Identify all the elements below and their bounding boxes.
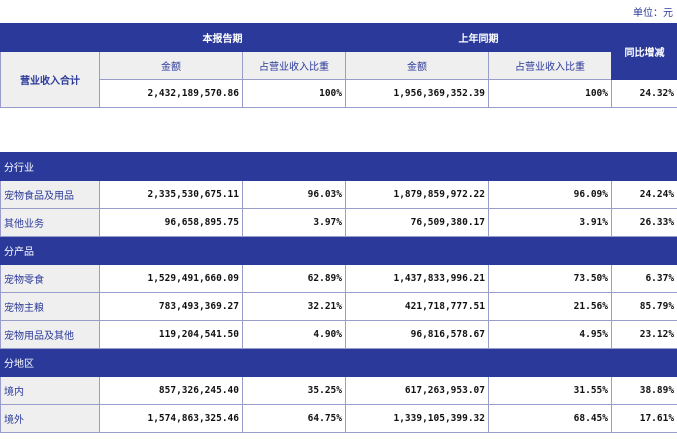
current-amount: 1,574,863,325.46 xyxy=(99,404,243,433)
prior-amount: 1,339,105,399.32 xyxy=(345,404,489,433)
prior-share: 21.56% xyxy=(488,292,612,321)
current-share: 64.75% xyxy=(242,404,346,433)
prior-amount: 1,879,859,972.22 xyxy=(345,180,489,209)
current-amount: 2,432,189,570.86 xyxy=(99,79,243,108)
revenue-summary-table: 本报告期 上年同期 同比增减 营业收入合计 金额 占营业收入比重 金额 占营业收… xyxy=(0,23,677,108)
header-blank xyxy=(0,23,100,52)
yoy-value: 26.33% xyxy=(610,208,677,237)
section-title: 分行业 xyxy=(0,152,677,181)
current-share: 4.90% xyxy=(242,320,346,349)
table-row: 境外 1,574,863,325.46 64.75% 1,339,105,399.32… xyxy=(0,404,677,433)
prior-period-header: 上年同期 xyxy=(345,23,612,52)
yoy-value: 17.61% xyxy=(610,404,677,433)
total-revenue-label: 营业收入合计 xyxy=(0,51,100,108)
current-share: 35.25% xyxy=(242,376,346,405)
prior-amount: 76,509,380.17 xyxy=(345,208,489,237)
section-row: 分行业 xyxy=(0,152,677,181)
unit-label: 单位：元 xyxy=(633,8,673,19)
prior-amount: 1,437,833,996.21 xyxy=(345,264,489,293)
current-amount: 783,493,369.27 xyxy=(99,292,243,321)
row-label: 宠物零食 xyxy=(0,264,100,293)
row-label: 宠物主粮 xyxy=(0,292,100,321)
revenue-breakdown-table: 分行业 宠物食品及用品 2,335,530,675.11 96.03% 1,879,85… xyxy=(0,152,677,433)
current-amount: 2,335,530,675.11 xyxy=(99,180,243,209)
prior-amount: 617,263,953.07 xyxy=(345,376,489,405)
yoy-value: 24.24% xyxy=(610,180,677,209)
current-amount: 96,658,895.75 xyxy=(99,208,243,237)
yoy-value: 23.12% xyxy=(610,320,677,349)
row-label: 其他业务 xyxy=(0,208,100,237)
yoy-value: 85.79% xyxy=(610,292,677,321)
current-amount: 857,326,245.40 xyxy=(99,376,243,405)
yoy-value: 24.32% xyxy=(611,79,677,108)
section-row: 分产品 xyxy=(0,236,677,265)
header-row: 本报告期 上年同期 同比增减 xyxy=(0,23,677,80)
prior-share: 4.95% xyxy=(488,320,612,349)
current-share: 62.89% xyxy=(242,264,346,293)
current-share: 100% xyxy=(242,79,346,108)
prior-share: 100% xyxy=(488,79,612,108)
prior-amount: 96,816,578.67 xyxy=(345,320,489,349)
table-row: 其他业务 96,658,895.75 3.97% 76,509,380.17 3.91%… xyxy=(0,208,677,237)
prior-amount: 1,956,369,352.39 xyxy=(345,79,489,108)
current-amount: 1,529,491,660.09 xyxy=(99,264,243,293)
prior-share: 68.45% xyxy=(488,404,612,433)
current-amount: 119,204,541.50 xyxy=(99,320,243,349)
yoy-value: 6.37% xyxy=(610,264,677,293)
prior-amount-header: 金额 xyxy=(345,51,489,80)
current-amount-header: 金额 xyxy=(99,51,243,80)
current-share: 3.97% xyxy=(242,208,346,237)
prior-share-header: 占营业收入比重 xyxy=(488,51,612,80)
table-row: 宠物食品及用品 2,335,530,675.11 96.03% 1,879,859,9… xyxy=(0,180,677,209)
prior-share: 31.55% xyxy=(488,376,612,405)
section-row: 分地区 xyxy=(0,348,677,377)
prior-share: 73.50% xyxy=(488,264,612,293)
current-period-header: 本报告期 xyxy=(99,23,346,52)
section-title: 分产品 xyxy=(0,236,677,265)
total-row: 2,432,189,570.86 100% 1,956,369,352.39 1… xyxy=(1,79,677,108)
table-row: 宠物零食 1,529,491,660.09 62.89% 1,437,833,996.… xyxy=(0,264,677,293)
current-share: 96.03% xyxy=(242,180,346,209)
prior-share: 96.09% xyxy=(488,180,612,209)
table-row: 境内 857,326,245.40 35.25% 617,263,953.07 31.5… xyxy=(0,376,677,405)
yoy-value: 38.89% xyxy=(610,376,677,405)
subheader-row: 营业收入合计 金额 占营业收入比重 金额 占营业收入比重 xyxy=(0,51,677,108)
row-label: 宠物食品及用品 xyxy=(0,180,100,209)
table-row: 宠物主粮 783,493,369.27 32.21% 421,718,777.51 21… xyxy=(0,292,677,321)
current-share-header: 占营业收入比重 xyxy=(242,51,346,80)
row-label: 境内 xyxy=(0,376,100,405)
prior-share: 3.91% xyxy=(488,208,612,237)
prior-amount: 421,718,777.51 xyxy=(345,292,489,321)
row-label: 境外 xyxy=(0,404,100,433)
row-label: 宠物用品及其他 xyxy=(0,320,100,349)
table-row: 宠物用品及其他 119,204,541.50 4.90% 96,816,578.67 4… xyxy=(0,320,677,349)
current-share: 32.21% xyxy=(242,292,346,321)
yoy-header: 同比增减 xyxy=(611,23,677,80)
section-title: 分地区 xyxy=(0,348,677,377)
